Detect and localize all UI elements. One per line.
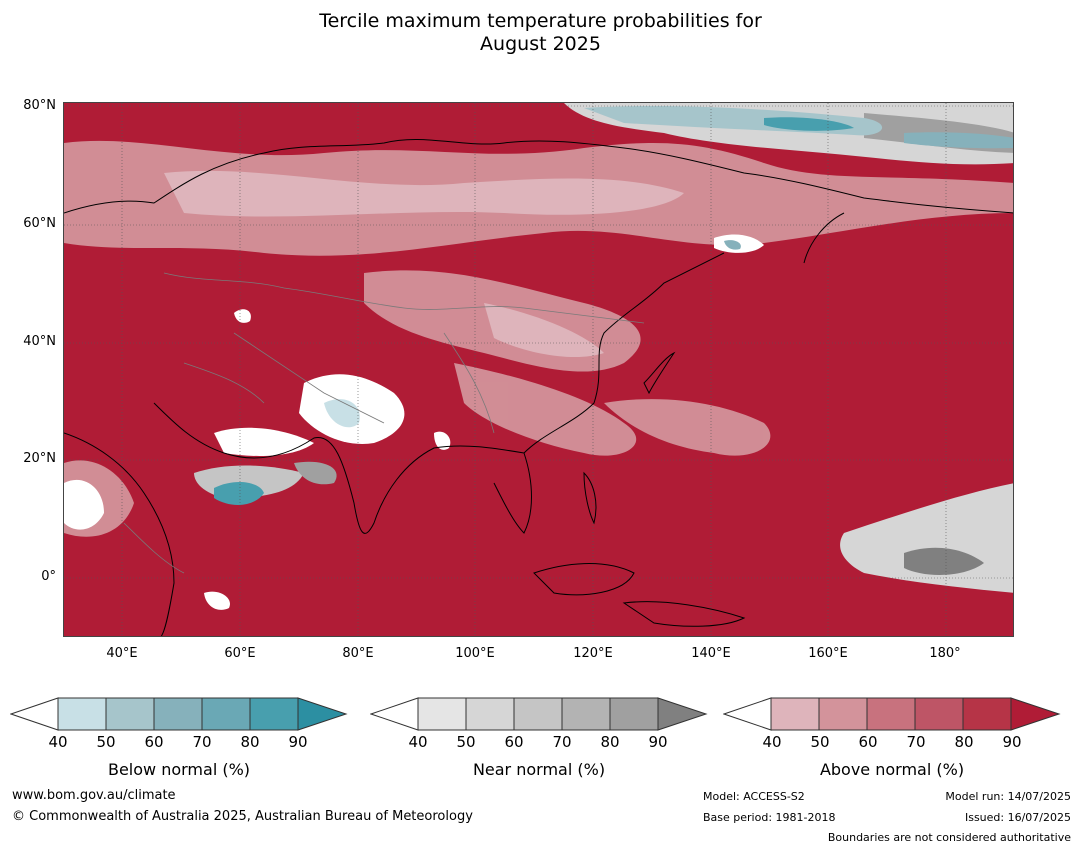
near-tick: 50 <box>456 733 476 751</box>
lat-label-20n: 20°N <box>23 451 56 466</box>
below-tick: 90 <box>288 733 308 751</box>
colorbar-over-arrow <box>297 697 348 731</box>
colorbar-segment <box>561 697 611 731</box>
above-tick: 80 <box>954 733 974 751</box>
below-normal-colorbar <box>10 697 348 731</box>
lon-label-120e: 120°E <box>573 646 613 661</box>
above-normal-colorbar <box>723 697 1061 731</box>
coastlines <box>64 138 1013 636</box>
colorbar-segment <box>609 697 659 731</box>
website-link[interactable]: www.bom.gov.au/climate <box>12 788 176 803</box>
below-tick: 70 <box>192 733 212 751</box>
copyright-text: © Commonwealth of Australia 2025, Austra… <box>12 809 473 824</box>
model-text: Model: ACCESS-S2 <box>703 790 805 803</box>
colorbar-segment <box>153 697 203 731</box>
colorbar-over-arrow <box>1010 697 1061 731</box>
probability-map <box>63 102 1014 637</box>
above-tick: 70 <box>906 733 926 751</box>
lat-label-40n: 40°N <box>23 334 56 349</box>
above-normal-light-areas <box>164 170 684 358</box>
lat-label-0: 0° <box>41 569 56 584</box>
chart-title: Tercile maximum temperature probabilitie… <box>0 10 1081 56</box>
lon-label-100e: 100°E <box>455 646 495 661</box>
colorbar-segment <box>914 697 964 731</box>
colorbar-segment <box>818 697 868 731</box>
colorbar-segment <box>962 697 1012 731</box>
lon-label-80e: 80°E <box>342 646 374 661</box>
colorbar-segment <box>249 697 299 731</box>
near-tick: 70 <box>552 733 572 751</box>
graticule <box>64 103 1013 636</box>
model-run-text: Model run: 14/07/2025 <box>945 790 1071 803</box>
colorbar-segment <box>770 697 820 731</box>
colorbar-under-arrow <box>723 697 772 731</box>
above-tick: 60 <box>858 733 878 751</box>
above-tick: 40 <box>762 733 782 751</box>
near-tick: 40 <box>408 733 428 751</box>
colorbar-under-arrow <box>370 697 419 731</box>
colorbar-segment <box>513 697 563 731</box>
above-normal-label: Above normal (%) <box>819 760 965 779</box>
lon-label-180: 180° <box>929 646 961 661</box>
near-tick: 80 <box>600 733 620 751</box>
below-tick: 80 <box>240 733 260 751</box>
below-normal-label: Below normal (%) <box>107 760 251 779</box>
map-canvas <box>64 103 1013 636</box>
lon-label-40e: 40°E <box>106 646 138 661</box>
colorbar-segment <box>465 697 515 731</box>
lat-label-60n: 60°N <box>23 216 56 231</box>
above-tick: 50 <box>810 733 830 751</box>
below-tick: 60 <box>144 733 164 751</box>
colorbar-segment <box>417 697 467 731</box>
near-tick: 60 <box>504 733 524 751</box>
colorbar-over-arrow <box>657 697 708 731</box>
above-tick: 90 <box>1002 733 1022 751</box>
below-tick: 50 <box>96 733 116 751</box>
lat-label-80n: 80°N <box>23 98 56 113</box>
near-normal-colorbar <box>370 697 708 731</box>
colorbar-segment <box>866 697 916 731</box>
lon-label-60e: 60°E <box>224 646 256 661</box>
below-tick: 40 <box>48 733 68 751</box>
disclaimer-text: Boundaries are not considered authoritat… <box>827 831 1071 844</box>
lon-label-160e: 160°E <box>808 646 848 661</box>
colorbar-segment <box>201 697 251 731</box>
title-line-1: Tercile maximum temperature probabilitie… <box>319 10 762 32</box>
lon-label-140e: 140°E <box>691 646 731 661</box>
issued-text: Issued: 16/07/2025 <box>964 811 1071 824</box>
colorbar-segment <box>105 697 155 731</box>
base-period-text: Base period: 1981-2018 <box>703 811 836 824</box>
title-line-2: August 2025 <box>480 33 601 55</box>
colorbar-segment <box>57 697 107 731</box>
country-borders <box>123 272 645 574</box>
near-normal-label: Near normal (%) <box>472 760 606 779</box>
colorbar-under-arrow <box>10 697 59 731</box>
near-tick: 90 <box>648 733 668 751</box>
